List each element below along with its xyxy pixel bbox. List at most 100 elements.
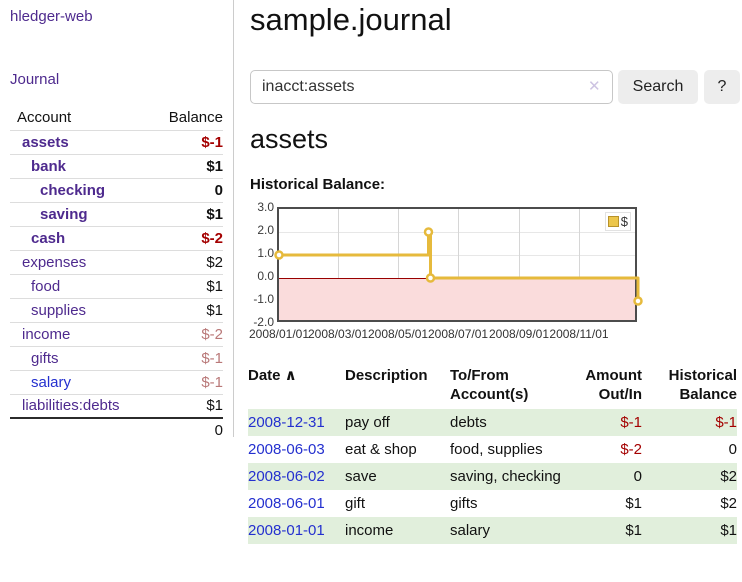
register-row: 2008-01-01 income salary $1 $1: [248, 517, 737, 544]
account-link[interactable]: checking: [40, 181, 106, 199]
accounts-header-row: Account Balance: [10, 106, 223, 130]
accounts-total-row: 0: [10, 418, 223, 442]
main-content: sample.journal ✕ Search ? assets Histori…: [248, 0, 742, 582]
transaction-description: eat & shop: [345, 441, 417, 458]
gridline: [579, 209, 580, 320]
transaction-date-link[interactable]: 2008-06-01: [248, 495, 325, 512]
account-row-gifts: gifts $-1: [10, 346, 223, 370]
transaction-accounts: gifts: [450, 495, 478, 512]
account-row-saving: saving $1: [10, 202, 223, 226]
account-link[interactable]: bank: [31, 157, 67, 175]
account-link[interactable]: salary: [31, 373, 72, 391]
historical-balance-chart: $ 3.0 2.0 1.0 0.0 -1.0 -2.0 2008/01/01 2008/03/…: [248, 200, 742, 345]
sidebar-item-journal[interactable]: Journal: [10, 71, 60, 88]
account-row-liabilities-debts: liabilities:debts $1: [10, 394, 223, 418]
account-row-income: income $-2: [10, 322, 223, 346]
search-clear-icon[interactable]: ✕: [588, 78, 601, 95]
transaction-accounts: food, supplies: [450, 441, 543, 458]
account-link[interactable]: food: [31, 277, 61, 295]
transaction-balance: $-1: [715, 414, 737, 431]
gridline: [519, 209, 520, 320]
account-link[interactable]: income: [22, 325, 71, 343]
x-axis-tick-label: 2008/01/01: [248, 327, 310, 341]
search-button[interactable]: Search: [618, 70, 698, 104]
sidebar: hledger-web Journal Account Balance asse…: [0, 0, 233, 582]
account-row-cash: cash $-2: [10, 226, 223, 250]
legend-swatch-icon: [607, 216, 619, 227]
transaction-description: save: [345, 468, 377, 485]
account-link[interactable]: liabilities:debts: [22, 397, 120, 415]
register-row: 2008-06-01 gift gifts $1 $2: [248, 490, 737, 517]
y-axis-tick-label: 0.0: [257, 269, 274, 283]
gridline: [279, 232, 635, 233]
transaction-amount: $1: [625, 495, 642, 512]
account-link[interactable]: expenses: [22, 253, 87, 271]
help-button[interactable]: ?: [704, 70, 740, 104]
y-axis-tick-label: 1.0: [257, 246, 274, 260]
account-balance: $1: [206, 205, 223, 223]
register-column-header: Historical Balance: [668, 367, 737, 403]
account-balance: $-1: [201, 349, 223, 367]
transaction-accounts: salary: [450, 522, 491, 539]
sidebar-divider: [233, 0, 234, 437]
transaction-date-link[interactable]: 2008-06-03: [248, 441, 325, 458]
account-balance: $-2: [201, 229, 223, 247]
account-balance: $1: [206, 397, 223, 415]
account-heading: assets: [250, 124, 329, 154]
chart-legend: $: [604, 212, 631, 231]
account-balance: $-2: [201, 325, 223, 343]
account-link[interactable]: cash: [31, 229, 66, 247]
account-link[interactable]: supplies: [31, 301, 87, 319]
x-axis-tick-label: 2008/09/01: [488, 327, 550, 341]
chart-line-series: [274, 227, 643, 306]
x-axis-tick-label: 2008/03/01: [307, 327, 369, 341]
transaction-accounts: debts: [450, 414, 487, 431]
account-row-checking: checking 0: [10, 178, 223, 202]
account-balance: $1: [206, 157, 223, 175]
account-row-bank: bank $1: [10, 154, 223, 178]
account-balance: $-1: [201, 373, 223, 391]
brand-link[interactable]: hledger-web: [10, 8, 93, 25]
transaction-balance: $2: [720, 495, 737, 512]
gridline: [338, 209, 340, 320]
x-axis-tick-label: 2008/11/01: [549, 327, 609, 341]
y-axis-tick-label: 3.0: [257, 200, 274, 214]
register-header-row: Date ∧ Description To/From Account(s) Amoun…: [248, 364, 737, 409]
register-column-header[interactable]: Date ∧: [248, 367, 297, 384]
x-axis-tick-label: 2008/05/01: [367, 327, 429, 341]
y-axis-tick-label: 2.0: [257, 223, 274, 237]
chart-title: Historical Balance:: [250, 176, 386, 193]
account-balance: $2: [206, 253, 223, 271]
transaction-date-link[interactable]: 2008-01-01: [248, 522, 325, 539]
account-balance: $1: [206, 277, 223, 295]
transaction-balance: $2: [720, 468, 737, 485]
accounts-total-value: 0: [214, 422, 223, 439]
data-point-marker: [423, 227, 434, 237]
transaction-date-link[interactable]: 2008-12-31: [248, 414, 325, 431]
account-row-expenses: expenses $2: [10, 250, 223, 274]
account-link[interactable]: assets: [22, 133, 69, 151]
account-link[interactable]: gifts: [31, 349, 59, 367]
account-balance: $1: [206, 301, 223, 319]
x-axis-tick-label: 2008/07/01: [427, 327, 489, 341]
sort-ascending-icon[interactable]: ∧: [280, 367, 297, 384]
account-row-supplies: supplies $1: [10, 298, 223, 322]
search-input[interactable]: [250, 70, 613, 104]
data-point-marker: [274, 250, 284, 260]
account-row-food: food $1: [10, 274, 223, 298]
gridline: [398, 209, 400, 320]
data-point-marker: [425, 273, 436, 283]
transaction-date-link[interactable]: 2008-06-02: [248, 468, 325, 485]
account-balance: 0: [214, 181, 223, 199]
transaction-description: gift: [345, 495, 366, 512]
register-column-header: To/From Account(s): [450, 367, 529, 403]
account-link[interactable]: saving: [40, 205, 88, 223]
transaction-amount: 0: [633, 468, 642, 485]
chart-plot-area: $: [274, 207, 643, 322]
gridline: [458, 209, 460, 320]
chart-negative-region: [279, 278, 635, 320]
transaction-amount: $1: [625, 522, 642, 539]
y-axis-tick-label: -2.0: [253, 315, 274, 329]
account-row-assets: assets $-1: [10, 130, 223, 154]
transaction-accounts: saving, checking: [450, 468, 561, 485]
